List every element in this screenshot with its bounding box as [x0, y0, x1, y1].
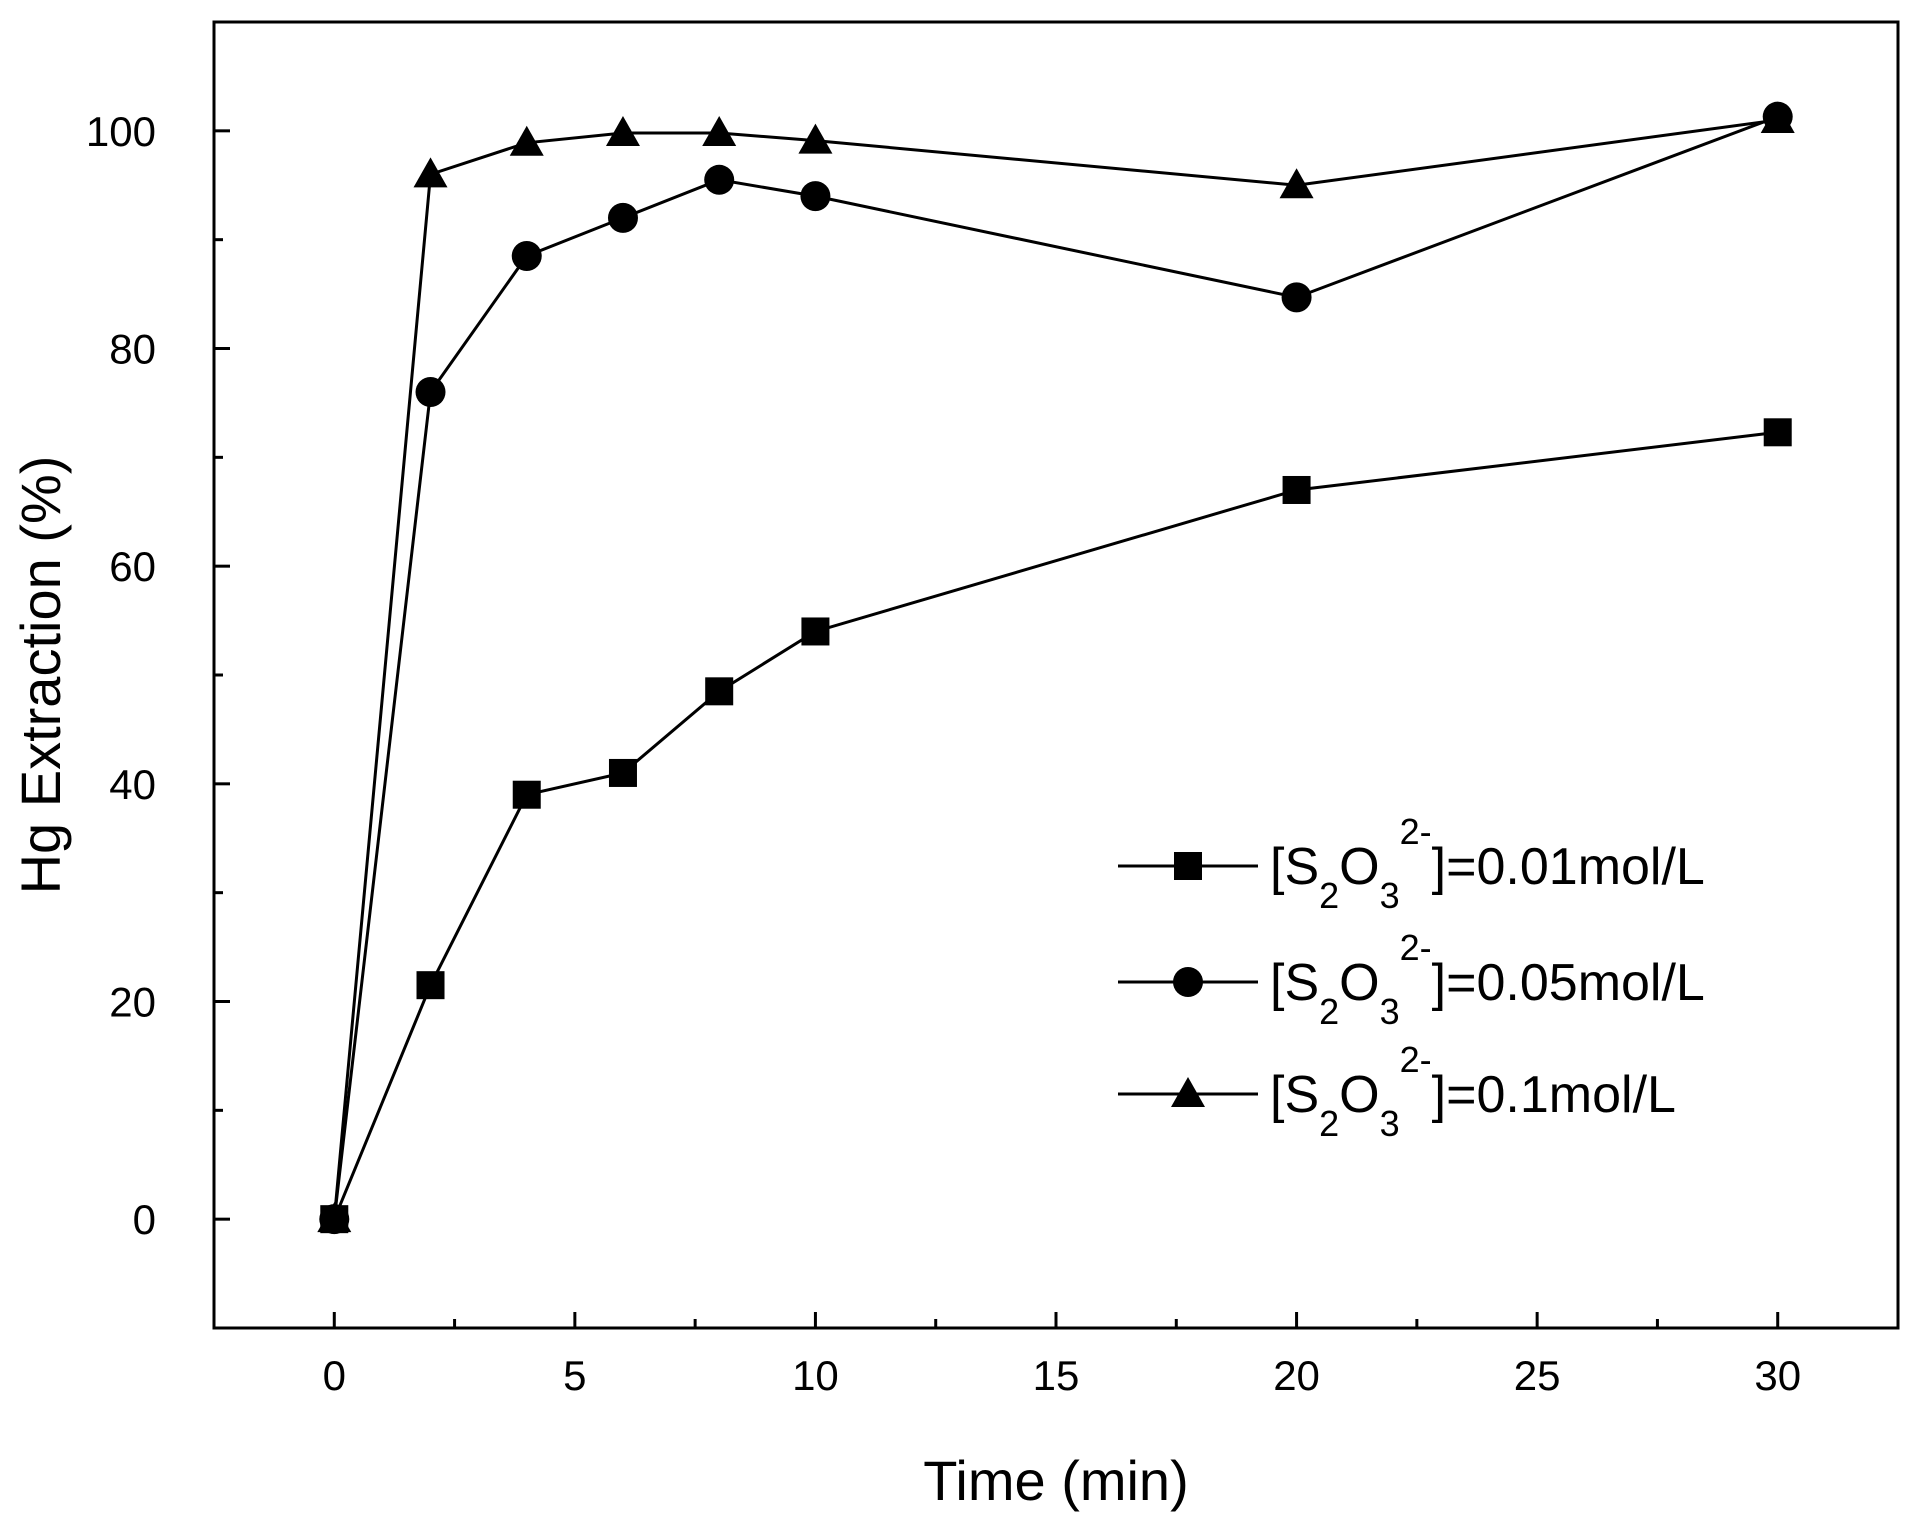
y-axis-label: Hg Extraction (%): [9, 456, 72, 895]
x-tick-label: 10: [792, 1352, 839, 1399]
data-point-square: [608, 758, 637, 787]
legend-label-prefix: [S: [1270, 1066, 1319, 1124]
series-line: [332, 115, 1779, 1220]
x-tick-label: 5: [563, 1352, 586, 1399]
legend-item: [S2O32-]=0.01mol/L: [1118, 811, 1705, 916]
legend-label-sup: 2-: [1400, 811, 1432, 852]
legend-label-sub1: 2: [1319, 1103, 1339, 1144]
legend-label-sub2: 3: [1380, 1103, 1400, 1144]
y-tick-label: 100: [86, 108, 156, 155]
y-tick-label: 80: [109, 326, 156, 373]
legend-item: [S2O32-]=0.1mol/L: [1118, 1039, 1676, 1144]
data-point-circle: [1281, 282, 1312, 313]
legend-label-prefix: [S: [1270, 838, 1319, 896]
data-point-triangle: [509, 125, 544, 156]
legend-label-suffix: ]=0.05mol/L: [1432, 954, 1705, 1012]
y-tick-label: 20: [109, 979, 156, 1026]
legend-label-prefix: [S: [1270, 954, 1319, 1012]
data-point-square: [801, 617, 830, 646]
series-line: [332, 430, 1778, 1220]
x-axis-ticks: 0 5 10 15 20 25 30: [323, 1312, 1801, 1399]
legend-label-mid: O: [1339, 838, 1379, 896]
data-point-triangle: [413, 157, 448, 188]
data-point-square: [1282, 475, 1311, 504]
data-point-square: [705, 677, 734, 706]
legend-label-suffix: ]=0.1mol/L: [1432, 1066, 1676, 1124]
data-point-square: [512, 780, 541, 809]
legend-label-mid: O: [1339, 1066, 1379, 1124]
x-axis-label: Time (min): [923, 1449, 1188, 1512]
legend-label-sub2: 3: [1380, 991, 1400, 1032]
legend-label: [S2O32-]=0.05mol/L: [1270, 927, 1705, 1032]
legend-item: [S2O32-]=0.05mol/L: [1118, 927, 1705, 1032]
data-point-square: [1763, 418, 1792, 447]
legend-label-sub1: 2: [1319, 991, 1339, 1032]
legend-label-suffix: ]=0.01mol/L: [1432, 838, 1705, 896]
legend: [S2O32-]=0.01mol/L[S2O32-]=0.05mol/L[S2O…: [1118, 811, 1705, 1144]
series-triangle: [317, 102, 1795, 1233]
x-tick-label: 15: [1033, 1352, 1080, 1399]
data-point-circle: [511, 240, 542, 271]
y-tick-label: 0: [133, 1196, 156, 1243]
legend-label: [S2O32-]=0.1mol/L: [1270, 1039, 1676, 1144]
series-circle: [319, 101, 1793, 1235]
legend-label-sup: 2-: [1400, 1039, 1432, 1080]
legend-label-sub2: 3: [1380, 875, 1400, 916]
data-point-triangle: [605, 116, 640, 147]
series-layer: [317, 101, 1795, 1235]
x-tick-label: 20: [1273, 1352, 1320, 1399]
data-point-circle: [800, 181, 831, 212]
x-tick-label: 0: [323, 1352, 346, 1399]
legend-marker-triangle: [1171, 1077, 1205, 1107]
legend-label-sub1: 2: [1319, 875, 1339, 916]
data-point-circle: [415, 377, 446, 408]
series-line: [332, 118, 1778, 1220]
y-axis-ticks: 0 20 40 60 80 100: [86, 108, 230, 1243]
data-point-triangle: [1279, 168, 1314, 199]
y-tick-label: 60: [109, 543, 156, 590]
data-point-triangle: [317, 1202, 352, 1233]
series-square: [320, 418, 1792, 1234]
data-point-square: [416, 971, 445, 1000]
legend-marker-square: [1174, 852, 1202, 880]
data-point-triangle: [1760, 102, 1795, 133]
data-point-triangle: [798, 123, 833, 154]
legend-label: [S2O32-]=0.01mol/L: [1270, 811, 1705, 916]
data-point-triangle: [702, 116, 737, 147]
x-tick-label: 25: [1514, 1352, 1561, 1399]
legend-label-mid: O: [1339, 954, 1379, 1012]
data-point-circle: [607, 202, 638, 233]
x-tick-label: 30: [1754, 1352, 1801, 1399]
plot-frame: [212, 20, 1900, 1330]
legend-label-sup: 2-: [1400, 927, 1432, 968]
y-tick-label: 40: [109, 761, 156, 808]
legend-marker-circle: [1173, 967, 1203, 997]
data-point-circle: [704, 164, 735, 195]
